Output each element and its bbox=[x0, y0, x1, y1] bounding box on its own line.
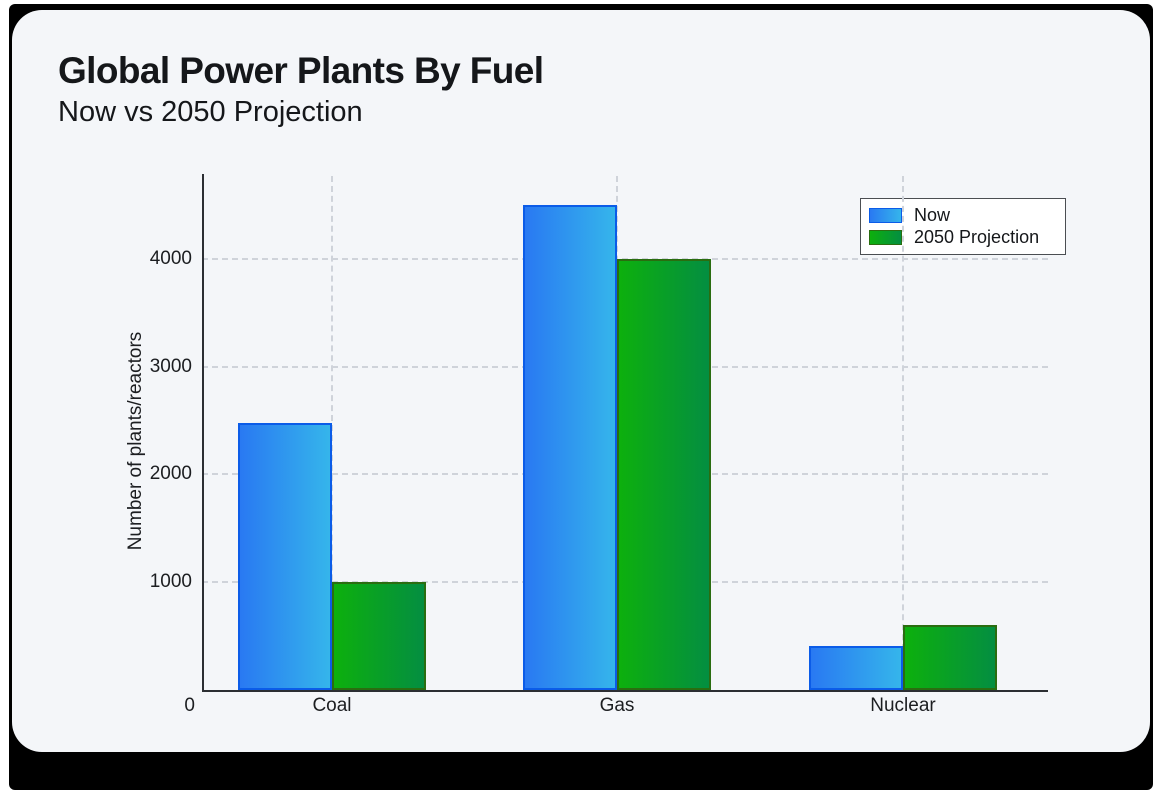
y-tick-2000: 2000 bbox=[149, 463, 192, 485]
legend-item-2050: 2050 Projection bbox=[869, 226, 1057, 248]
y-axis-line bbox=[202, 174, 204, 690]
y-tick-1000: 1000 bbox=[149, 571, 192, 593]
page-subtitle: Now vs 2050 Projection bbox=[58, 96, 363, 128]
legend-label-now: Now bbox=[914, 204, 951, 225]
legend-swatch-now-icon bbox=[869, 207, 902, 223]
bar-gas-2050 bbox=[617, 259, 711, 690]
bar-coal-now bbox=[238, 423, 332, 690]
chart-card: Global Power Plants By Fuel Now vs 2050 … bbox=[12, 10, 1150, 752]
bar-nuclear-2050 bbox=[903, 625, 997, 690]
bar-coal-2050 bbox=[332, 582, 426, 690]
x-category-nuclear: Nuclear bbox=[870, 695, 936, 716]
gridline-h-4000 bbox=[202, 257, 1048, 260]
bar-nuclear-now bbox=[809, 646, 903, 690]
bar-gas-now bbox=[523, 205, 617, 690]
y-tick-3000: 3000 bbox=[149, 355, 192, 377]
legend-label-2050: 2050 Projection bbox=[914, 226, 1040, 247]
gridline-v-coal bbox=[331, 176, 333, 690]
y-tick-0: 0 bbox=[184, 695, 195, 716]
y-tick-4000: 4000 bbox=[149, 247, 192, 269]
x-category-coal: Coal bbox=[312, 695, 352, 716]
legend: Now 2050 Projection bbox=[860, 198, 1066, 255]
x-axis-line bbox=[202, 690, 1048, 692]
legend-swatch-2050-icon bbox=[869, 229, 902, 245]
gridline-v-nuclear bbox=[902, 176, 904, 690]
legend-item-now: Now bbox=[869, 204, 1057, 226]
x-category-gas: Gas bbox=[599, 695, 635, 716]
page-title: Global Power Plants By Fuel bbox=[58, 50, 544, 91]
